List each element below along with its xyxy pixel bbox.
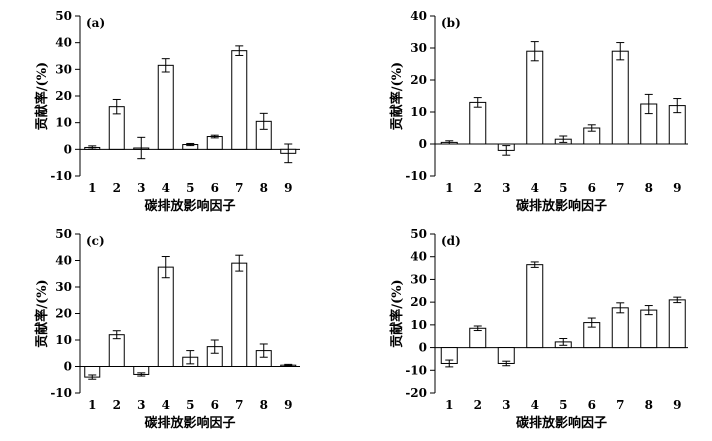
panel-d-x-tick-label: 9: [673, 398, 681, 412]
panel-d-x-tick-label: 3: [502, 398, 510, 412]
panel-b-y-tick-label: 30: [410, 41, 427, 55]
panel-c-y-tick-label: 40: [55, 254, 72, 268]
panel-b-x-tick-label: 1: [445, 181, 453, 195]
panel-b-x-tick-label: 9: [673, 181, 681, 195]
panel-c-y-tick-label: 10: [55, 333, 72, 347]
panel-a-x-tick-label: 8: [260, 181, 268, 195]
panel-c-y-tick-label: 0: [64, 360, 72, 374]
panel-b-x-tick-label: 6: [588, 181, 596, 195]
panel-d-y-tick-label: -20: [405, 386, 427, 400]
panel-a-y-tick-label: -10: [50, 169, 72, 183]
panel-d-x-tick-label: 1: [445, 398, 453, 412]
panel-b-bar-4: [526, 50, 544, 145]
panel-c-label: (c): [86, 234, 105, 248]
panel-a-label: (a): [86, 16, 105, 30]
panel-c-bar-4: [157, 266, 174, 367]
panel-b-x-tick-label: 2: [474, 181, 482, 195]
panel-b-bar-2: [469, 101, 487, 145]
panel-b-x-tick-label: 5: [559, 181, 567, 195]
panel-b-y-tick-label: 20: [410, 73, 427, 87]
panel-b-y-tick-label: 40: [410, 9, 427, 23]
panel-d-x-tick-label: 7: [616, 398, 624, 412]
panel-d-bar-9: [668, 299, 686, 349]
panel-a-y-tick-label: 30: [55, 62, 72, 76]
panel-d-x-tick-label: 4: [531, 398, 539, 412]
panel-d-x-axis-title: 碳排放影响因子: [516, 415, 607, 431]
panel-d-y-tick-label: 0: [419, 341, 427, 355]
panel-a-x-tick-label: 4: [162, 181, 170, 195]
panel-d-y-tick-label: 30: [410, 272, 427, 286]
panel-a-y-tick-label: 50: [55, 9, 72, 23]
panel-a-x-tick-label: 7: [235, 181, 243, 195]
panel-c-x-tick-label: 5: [186, 398, 194, 412]
panel-a-y-tick-label: 10: [55, 116, 72, 130]
panel-c-y-axis-title: 贡献率/(%): [34, 279, 50, 347]
panel-d-label: (d): [441, 234, 461, 248]
panel-c-x-tick-label: 6: [211, 398, 219, 412]
panel-d-y-tick-label: -10: [405, 363, 427, 377]
panel-a-x-tick-label: 1: [88, 181, 96, 195]
panel-d-y-tick-label: 50: [410, 227, 427, 241]
panel-b-y-axis-title: 贡献率/(%): [389, 62, 405, 130]
panel-a-x-tick-label: 9: [284, 181, 292, 195]
panel-c-y-tick-label: 50: [55, 227, 72, 241]
panel-c-x-tick-label: 8: [260, 398, 268, 412]
panel-c-x-tick-label: 1: [88, 398, 96, 412]
panel-d-y-tick-label: 20: [410, 295, 427, 309]
panel-a-x-tick-label: 2: [113, 181, 121, 195]
panel-b-bar-7: [611, 50, 629, 145]
panel-d-y-tick-label: 40: [410, 250, 427, 264]
panel-d-bar-2: [469, 327, 487, 349]
panel-d-x-tick-label: 8: [645, 398, 653, 412]
panel-b-x-tick-label: 8: [645, 181, 653, 195]
panel-a-x-axis-title: 碳排放影响因子: [144, 198, 235, 214]
panel-c-bar-2: [108, 334, 125, 368]
panel-a-bar-4: [157, 64, 174, 150]
panel-d-bar-8: [640, 309, 658, 349]
panel-b-x-axis-title: 碳排放影响因子: [516, 198, 607, 214]
panel-c-y-tick-label: 20: [55, 307, 72, 321]
panel-d-x-tick-label: 2: [474, 398, 482, 412]
panel-b-y-tick-label: 10: [410, 105, 427, 119]
panel-b-x-tick-label: 3: [502, 181, 510, 195]
panel-b-x-tick-label: 7: [616, 181, 624, 195]
panel-c-bar-7: [231, 262, 248, 367]
panel-c-x-tick-label: 7: [235, 398, 243, 412]
panel-a-x-tick-label: 5: [186, 181, 194, 195]
panel-c-x-axis-title: 碳排放影响因子: [144, 415, 235, 431]
panel-d-x-tick-label: 5: [559, 398, 567, 412]
panel-a-y-tick-label: 0: [64, 142, 72, 156]
panel-a-y-tick-label: 20: [55, 89, 72, 103]
panel-a-bar-7: [231, 50, 248, 150]
panel-d-y-axis-title: 贡献率/(%): [389, 279, 405, 347]
panel-b-x-tick-label: 4: [531, 181, 539, 195]
panel-d-x-tick-label: 6: [588, 398, 596, 412]
panel-a-y-tick-label: 40: [55, 36, 72, 50]
panel-c-y-tick-label: -10: [50, 386, 72, 400]
panel-d-bar-7: [611, 307, 629, 349]
panel-d-y-tick-label: 10: [410, 318, 427, 332]
panel-b-y-tick-label: -10: [405, 169, 427, 183]
panel-c-x-tick-label: 9: [284, 398, 292, 412]
panel-c-y-tick-label: 30: [55, 280, 72, 294]
panel-b-label: (b): [441, 16, 461, 30]
panel-c-x-tick-label: 4: [162, 398, 170, 412]
panel-a-x-tick-label: 3: [137, 181, 145, 195]
panel-c-x-tick-label: 2: [113, 398, 121, 412]
panel-c-x-tick-label: 3: [137, 398, 145, 412]
panel-d-bar-4: [526, 264, 544, 349]
panel-a-y-axis-title: 贡献率/(%): [34, 62, 50, 130]
panel-b-y-tick-label: 0: [419, 137, 427, 151]
panel-a-x-tick-label: 6: [211, 181, 219, 195]
panel-a-bar-6: [206, 136, 223, 150]
